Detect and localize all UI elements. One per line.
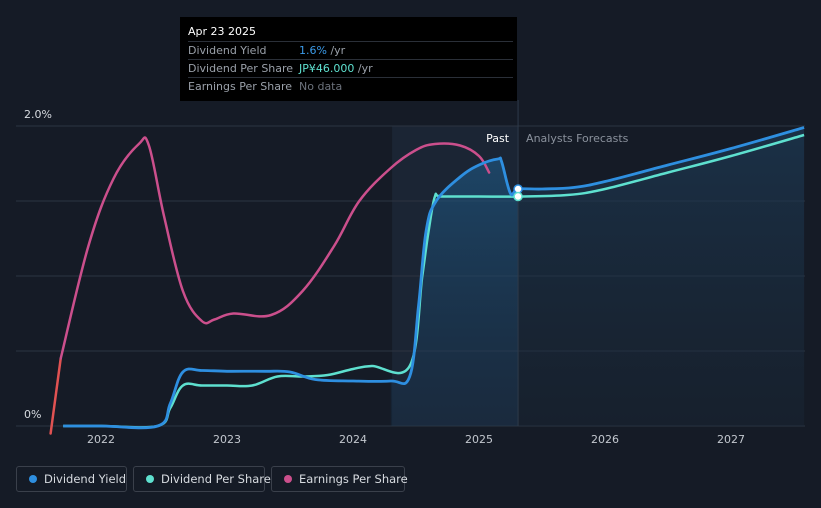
- dividend-per-share-line: [63, 133, 805, 429]
- y-tick-label: 2.0%: [24, 108, 52, 121]
- legend-item-dividend-yield[interactable]: Dividend Yield: [16, 466, 127, 492]
- x-tick-label: 2026: [591, 433, 619, 446]
- legend-dot: [284, 475, 292, 483]
- tooltip-label: Dividend Yield: [188, 44, 267, 57]
- legend-label: Dividend Per Share: [161, 472, 271, 486]
- x-tick-label: 2023: [213, 433, 241, 446]
- legend-label: Earnings Per Share: [299, 472, 408, 486]
- dividend-yield-area-forecast: [518, 127, 805, 426]
- tooltip-value-number: 1.6%: [299, 44, 327, 57]
- tooltip-value-number: No data: [299, 80, 343, 93]
- chart-tooltip: Apr 23 2025 Dividend Yield 1.6% /yr Divi…: [180, 17, 517, 101]
- legend-item-dividend-per-share[interactable]: Dividend Per Share: [133, 466, 271, 492]
- y-tick-label: 0%: [24, 408, 41, 421]
- dividend-per-share-marker: [513, 191, 523, 202]
- legend-item-earnings-per-share[interactable]: Earnings Per Share: [271, 466, 408, 492]
- forecast-label: Analysts Forecasts: [526, 132, 629, 145]
- tooltip-value-unit: /yr: [354, 62, 373, 75]
- tooltip-row-earnings-per-share: Earnings Per Share No data: [188, 77, 513, 96]
- x-tick-label: 2025: [465, 433, 493, 446]
- tooltip-value-unit: /yr: [326, 44, 346, 57]
- earnings-per-share-line-negative: [49, 357, 62, 435]
- tooltip-label: Dividend Per Share: [188, 62, 294, 75]
- tooltip-value: 1.6% /yr: [299, 44, 345, 57]
- x-tick-label: 2022: [87, 433, 115, 446]
- past-label: Past: [486, 132, 510, 145]
- dividend-yield-line: [63, 126, 805, 430]
- tooltip-value-number: JP¥46.000: [299, 62, 355, 75]
- tooltip-value: JP¥46.000 /yr: [299, 62, 373, 75]
- x-tick-label: 2027: [717, 433, 745, 446]
- earnings-per-share-line: [59, 136, 491, 360]
- dividend-yield-area-past: [390, 157, 519, 427]
- x-tick-label: 2024: [339, 433, 367, 446]
- tooltip-date: Apr 23 2025: [188, 25, 257, 38]
- legend-label: Dividend Yield: [44, 472, 127, 486]
- tooltip-label: Earnings Per Share: [188, 80, 293, 93]
- legend-dot: [29, 475, 37, 483]
- tooltip-value: No data: [299, 80, 342, 93]
- tooltip-row-dividend-per-share: Dividend Per Share JP¥46.000 /yr: [188, 59, 513, 78]
- legend-dot: [146, 475, 154, 483]
- tooltip-row-dividend-yield: Dividend Yield 1.6% /yr: [188, 41, 513, 60]
